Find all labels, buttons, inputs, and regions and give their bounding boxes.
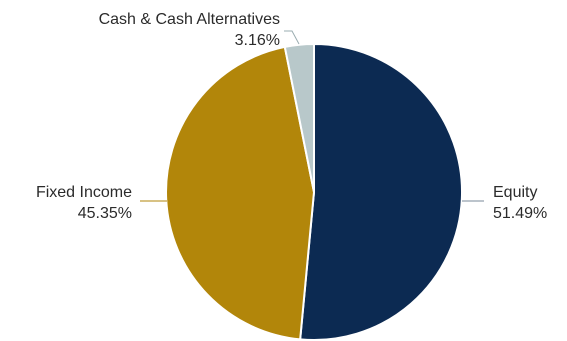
slice-label-equity: Equity bbox=[493, 184, 537, 201]
slice-value-cash: 3.16% bbox=[235, 32, 280, 49]
slice-label-fixed-income: Fixed Income bbox=[36, 184, 132, 201]
slice-label-cash: Cash & Cash Alternatives bbox=[99, 11, 280, 28]
pie-slice-equity bbox=[299, 42, 463, 341]
slice-value-equity: 51.49% bbox=[493, 205, 547, 222]
pie-slice-cash bbox=[283, 42, 315, 193]
leader-line-cash bbox=[284, 30, 300, 45]
slice-value-fixed-income: 45.35% bbox=[78, 205, 132, 222]
pie-slice-fixed-income bbox=[165, 45, 316, 341]
leader-lines-layer bbox=[140, 30, 484, 202]
labels-layer: Equity 51.49% Fixed Income 45.35% Cash &… bbox=[36, 11, 547, 222]
slices-layer bbox=[165, 42, 463, 341]
